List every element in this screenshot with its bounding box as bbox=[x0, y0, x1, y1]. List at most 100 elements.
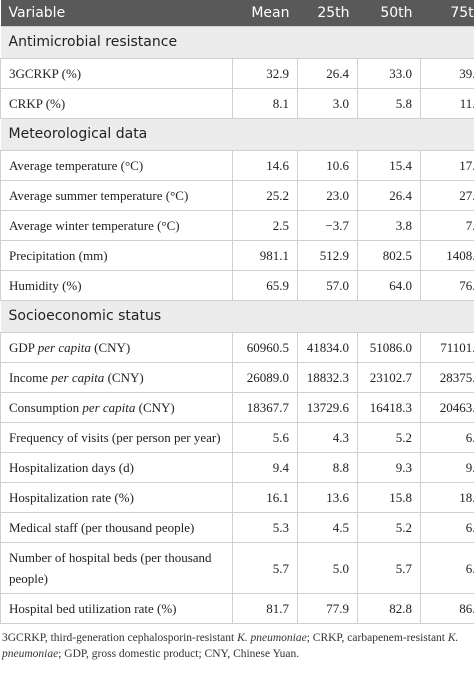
cell-value: 5.2 bbox=[357, 512, 421, 543]
text: 3GCRKP (%) bbox=[9, 66, 82, 81]
row-label: Number of hospital beds (per thousand pe… bbox=[0, 542, 233, 594]
cell-value: 86.7 bbox=[420, 593, 474, 624]
text: GDP bbox=[9, 340, 38, 355]
cell-value: 18.4 bbox=[420, 482, 474, 513]
cell-value: 11.7 bbox=[420, 88, 474, 119]
row-label: Medical staff (per thousand people) bbox=[0, 512, 233, 543]
cell-value: 81.7 bbox=[232, 593, 298, 624]
cell-value: 64.0 bbox=[357, 270, 421, 301]
cell-value: 6.1 bbox=[420, 512, 474, 543]
text: Hospitalization rate (%) bbox=[9, 490, 134, 505]
data-table: VariableMean25th50th75th Antimicrobial r… bbox=[0, 0, 474, 624]
cell-value: 39.1 bbox=[420, 58, 474, 89]
data-row: Hospital bed utilization rate (%) 81.7 77.… bbox=[0, 593, 474, 624]
cell-value: 26.4 bbox=[297, 58, 358, 89]
row-label: Hospitalization days (d) bbox=[0, 452, 233, 483]
column-header: Variable bbox=[0, 0, 233, 27]
text: (CNY) bbox=[90, 340, 131, 355]
cell-value: 3.0 bbox=[297, 88, 358, 119]
cell-value: 26089.0 bbox=[232, 362, 298, 393]
cell-value: 71101.0 bbox=[420, 332, 474, 363]
text: Number of hospital beds (per thousand pe… bbox=[9, 550, 212, 586]
cell-value: 65.9 bbox=[232, 270, 298, 301]
cell-value: 41834.0 bbox=[297, 332, 358, 363]
cell-value: 77.9 bbox=[297, 593, 358, 624]
section-title: Antimicrobial resistance bbox=[0, 26, 474, 59]
cell-value: 33.0 bbox=[357, 58, 421, 89]
cell-value: 9.5 bbox=[420, 452, 474, 483]
data-row: Consumption per capita (CNY) 18367.7 13729… bbox=[0, 392, 474, 423]
cell-value: 6.3 bbox=[420, 542, 474, 594]
row-label: Consumption per capita (CNY) bbox=[0, 392, 233, 423]
row-label: Hospitalization rate (%) bbox=[0, 482, 233, 513]
cell-value: 16418.3 bbox=[357, 392, 421, 423]
cell-value: 51086.0 bbox=[357, 332, 421, 363]
cell-value: 25.2 bbox=[232, 180, 298, 211]
cell-value: 57.0 bbox=[297, 270, 358, 301]
text: Precipitation (mm) bbox=[9, 248, 108, 263]
text: (CNY) bbox=[135, 400, 175, 415]
text: Average temperature (°C) bbox=[9, 158, 144, 173]
cell-value: 76.0 bbox=[420, 270, 474, 301]
italic-text: per capita bbox=[82, 400, 136, 415]
section-title: Meteorological data bbox=[0, 118, 474, 151]
row-label: Average winter temperature (°C) bbox=[0, 210, 233, 241]
data-row: Medical staff (per thousand people) 5.3 4.… bbox=[0, 512, 474, 543]
cell-value: 512.9 bbox=[297, 240, 358, 271]
text: Average summer temperature (°C) bbox=[9, 188, 189, 203]
section-row: Meteorological data bbox=[0, 118, 474, 151]
italic-text: K. pneumoniae bbox=[2, 632, 459, 660]
text: ; GDP, gross domestic product; CNY, Chin… bbox=[58, 648, 300, 660]
text: Hospitalization days (d) bbox=[9, 460, 134, 475]
cell-value: 8.1 bbox=[232, 88, 298, 119]
text: Humidity (%) bbox=[9, 278, 82, 293]
cell-value: 4.5 bbox=[297, 512, 358, 543]
data-row: Average temperature (°C) 14.610.615.417.5 bbox=[0, 150, 474, 181]
cell-value: 18367.7 bbox=[232, 392, 298, 423]
row-label: 3GCRKP (%) bbox=[0, 58, 233, 89]
text: 3GCRKP, third-generation cephalosporin-r… bbox=[2, 632, 238, 644]
cell-value: 13.6 bbox=[297, 482, 358, 513]
italic-text: per capita bbox=[37, 340, 91, 355]
section-row: Antimicrobial resistance bbox=[0, 26, 474, 59]
cell-value: −3.7 bbox=[297, 210, 358, 241]
cell-value: 5.7 bbox=[232, 542, 298, 594]
cell-value: 17.5 bbox=[420, 150, 474, 181]
row-label: CRKP (%) bbox=[0, 88, 233, 119]
section-row: Socioeconomic status bbox=[0, 300, 474, 333]
cell-value: 5.7 bbox=[357, 542, 421, 594]
data-row: CRKP (%) 8.13.05.811.7 bbox=[0, 88, 474, 119]
row-label: Average summer temperature (°C) bbox=[0, 180, 233, 211]
cell-value: 9.3 bbox=[357, 452, 421, 483]
cell-value: 14.6 bbox=[232, 150, 298, 181]
row-label: Income per capita (CNY) bbox=[0, 362, 233, 393]
column-header: 50th bbox=[357, 0, 421, 27]
cell-value: 2.5 bbox=[232, 210, 298, 241]
data-row: Hospitalization days (d) 9.48.89.39.5 bbox=[0, 452, 474, 483]
row-label: Average temperature (°C) bbox=[0, 150, 233, 181]
cell-value: 26.4 bbox=[357, 180, 421, 211]
row-label: Precipitation (mm) bbox=[0, 240, 233, 271]
cell-value: 5.2 bbox=[357, 422, 421, 453]
column-header: Mean bbox=[232, 0, 298, 27]
cell-value: 5.8 bbox=[357, 88, 421, 119]
cell-value: 13729.6 bbox=[297, 392, 358, 423]
cell-value: 23.0 bbox=[297, 180, 358, 211]
text: Income bbox=[9, 370, 52, 385]
row-label: Hospital bed utilization rate (%) bbox=[0, 593, 233, 624]
row-label: Humidity (%) bbox=[0, 270, 233, 301]
cell-value: 18832.3 bbox=[297, 362, 358, 393]
data-row: GDP per capita (CNY) 60960.5 41834.0 51086.… bbox=[0, 332, 474, 363]
row-label: Frequency of visits (per person per year… bbox=[0, 422, 233, 453]
data-row: Average winter temperature (°C) 2.5 −3.7 3.… bbox=[0, 210, 474, 241]
column-header: 75th bbox=[420, 0, 474, 27]
cell-value: 9.4 bbox=[232, 452, 298, 483]
text: Frequency of visits (per person per year… bbox=[9, 430, 221, 445]
cell-value: 15.4 bbox=[357, 150, 421, 181]
header-row: VariableMean25th50th75th bbox=[0, 0, 474, 27]
cell-value: 1408.8 bbox=[420, 240, 474, 271]
cell-value: 5.3 bbox=[232, 512, 298, 543]
text: ; CRKP, carbapenem-resistant bbox=[306, 632, 448, 644]
italic-text: per capita bbox=[51, 370, 105, 385]
